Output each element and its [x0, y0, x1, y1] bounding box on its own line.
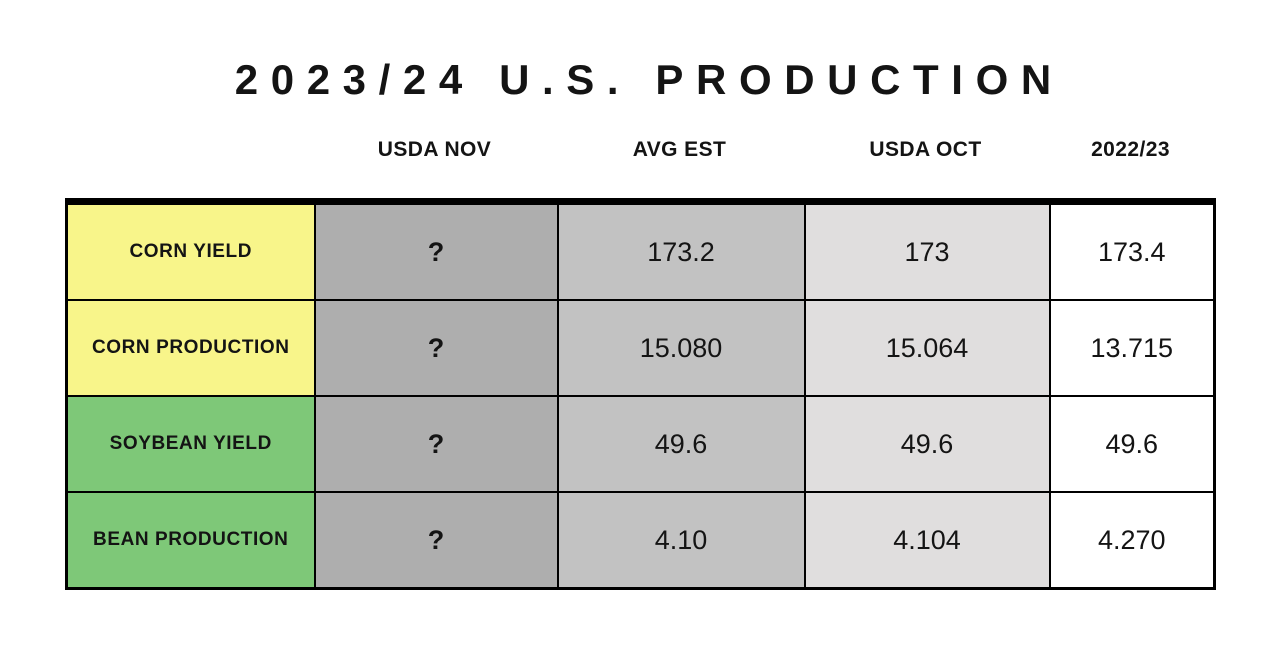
column-header-usda-oct: USDA OCT [869, 138, 982, 161]
cell-corn-production-usda-oct: 15.064 [803, 299, 1051, 397]
table-row-bean-production: BEAN PRODUCTION ? 4.10 4.104 4.270 [65, 491, 1216, 590]
table-row-corn-production: CORN PRODUCTION ? 15.080 15.064 13.715 [65, 299, 1216, 397]
column-header-spacer [65, 136, 313, 164]
row-label-soybean-yield: SOYBEAN YIELD [65, 395, 316, 493]
cell-corn-yield-usda-oct: 173 [803, 200, 1051, 301]
table-row-soybean-yield: SOYBEAN YIELD ? 49.6 49.6 49.6 [65, 395, 1216, 493]
cell-corn-yield-2022-23: 173.4 [1048, 200, 1216, 301]
cell-corn-production-2022-23: 13.715 [1048, 299, 1216, 397]
cell-corn-yield-avg-est: 173.2 [556, 200, 806, 301]
cell-soybean-yield-2022-23: 49.6 [1048, 395, 1216, 493]
cell-bean-production-avg-est: 4.10 [556, 491, 806, 590]
cell-corn-production-avg-est: 15.080 [556, 299, 806, 397]
production-table: CORN YIELD ? 173.2 173 173.4 CORN PRODUC… [65, 198, 1216, 590]
cell-bean-production-2022-23: 4.270 [1048, 491, 1216, 590]
column-header-avg-est: AVG EST [632, 138, 727, 161]
row-label-corn-production: CORN PRODUCTION [65, 299, 316, 397]
cell-soybean-yield-avg-est: 49.6 [556, 395, 806, 493]
cell-corn-yield-usda-nov: ? [313, 200, 559, 301]
column-header-usda-nov: USDA NOV [377, 138, 492, 161]
cell-bean-production-usda-nov: ? [313, 491, 559, 590]
cell-bean-production-usda-oct: 4.104 [803, 491, 1051, 590]
cell-soybean-yield-usda-oct: 49.6 [803, 395, 1051, 493]
row-label-bean-production: BEAN PRODUCTION [65, 491, 316, 590]
cell-soybean-yield-usda-nov: ? [313, 395, 559, 493]
cell-corn-production-usda-nov: ? [313, 299, 559, 397]
column-header-row: USDA NOV AVG EST USDA OCT 2022/23 [65, 136, 1213, 164]
column-header-2022-23: 2022/23 [1091, 138, 1170, 161]
table-row-corn-yield: CORN YIELD ? 173.2 173 173.4 [65, 200, 1216, 301]
row-label-corn-yield: CORN YIELD [65, 200, 316, 301]
page-title: 2023/24 U.S. PRODUCTION [234, 56, 1064, 103]
